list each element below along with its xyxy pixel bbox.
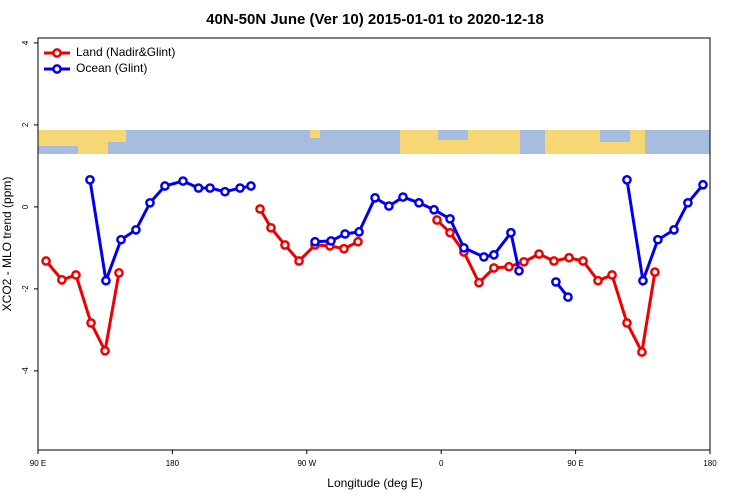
data-point <box>178 176 188 186</box>
data-point <box>549 256 559 266</box>
data-point <box>310 236 320 247</box>
data-point <box>474 277 484 288</box>
x-tick-label: 180 <box>166 459 180 468</box>
data-point <box>205 183 215 193</box>
data-point <box>445 213 455 224</box>
y-tick-label: -4 <box>21 367 30 375</box>
data-point <box>160 181 170 191</box>
data-point <box>698 179 708 190</box>
data-point <box>622 174 632 185</box>
data-point <box>57 275 67 285</box>
data-point <box>280 240 290 250</box>
data-point <box>220 186 230 197</box>
data-point <box>398 192 408 202</box>
legend-label: Land (Nadir&Glint) <box>76 45 175 59</box>
data-point <box>414 197 424 208</box>
data-point <box>489 250 499 260</box>
data-point <box>101 275 111 286</box>
data-point <box>116 234 126 245</box>
data-point <box>445 227 455 238</box>
data-point <box>432 215 442 225</box>
data-point <box>193 183 204 193</box>
y-tick-label: 2 <box>21 122 30 127</box>
data-point <box>266 222 276 233</box>
data-point <box>339 243 349 254</box>
data-point <box>255 204 265 214</box>
data-point <box>622 318 632 328</box>
x-tick-label: 180 <box>703 459 717 468</box>
data-point <box>100 345 110 356</box>
x-tick-label: 90 E <box>30 459 46 468</box>
data-point <box>551 277 561 287</box>
data-point <box>650 267 660 277</box>
data-point <box>504 261 514 272</box>
data-point <box>506 227 516 238</box>
data-point <box>41 256 51 266</box>
legend-marker <box>52 64 62 74</box>
y-tick-label: 4 <box>21 40 30 45</box>
data-point <box>145 197 155 208</box>
data-point <box>235 183 245 193</box>
data-point <box>607 270 617 280</box>
data-point <box>326 236 336 246</box>
x-tick-label: 90 E <box>567 459 583 468</box>
data-point <box>653 234 663 245</box>
y-tick-label: 0 <box>21 204 30 209</box>
series-line <box>625 179 705 287</box>
data-point <box>459 243 469 253</box>
plot-frame <box>37 37 711 451</box>
data-point <box>340 229 350 239</box>
data-point <box>370 193 380 203</box>
x-tick-label: 90 W <box>297 459 316 468</box>
data-point <box>71 270 81 280</box>
legend-marker <box>52 48 62 58</box>
data-point <box>354 227 364 237</box>
data-point <box>638 275 648 286</box>
series-line <box>435 218 657 357</box>
data-point <box>514 266 524 276</box>
data-point <box>86 318 96 328</box>
y-tick-label: -2 <box>21 285 30 293</box>
data-point <box>294 256 304 266</box>
data-point <box>489 263 499 273</box>
data-point <box>563 292 573 302</box>
data-point <box>131 225 141 235</box>
legend-label: Ocean (Glint) <box>76 61 147 75</box>
data-point <box>534 249 544 259</box>
map-strip <box>38 130 710 154</box>
chart-title: 40N-50N June (Ver 10) 2015-01-01 to 2020… <box>206 11 544 28</box>
data-point <box>353 236 363 247</box>
data-point <box>85 174 95 185</box>
data-point <box>564 252 574 263</box>
data-point <box>669 225 679 235</box>
y-axis-label: XCO2 - MLO trend (ppm) <box>0 177 14 312</box>
data-point <box>246 181 256 191</box>
data-point <box>578 256 588 266</box>
data-point <box>479 252 489 262</box>
x-tick-label: 0 <box>439 459 444 468</box>
x-axis-label: Longitude (deg E) <box>327 476 422 490</box>
data-point <box>683 197 693 208</box>
data-point <box>114 268 124 278</box>
data-point <box>384 201 394 211</box>
data-point <box>429 204 439 215</box>
data-point <box>637 347 647 357</box>
data-point <box>593 275 603 286</box>
data-point <box>519 256 529 267</box>
